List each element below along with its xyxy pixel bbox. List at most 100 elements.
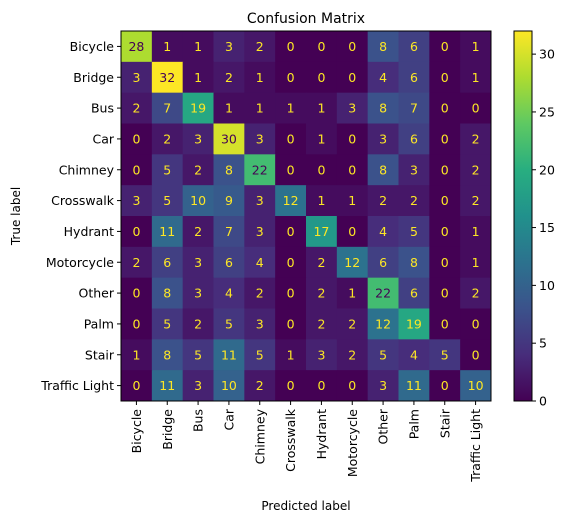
cell-value-label: 3 bbox=[132, 193, 140, 208]
cell-value-label: 0 bbox=[441, 193, 449, 208]
x-tick-label: Car bbox=[221, 408, 236, 430]
y-tick-label: Palm bbox=[84, 316, 114, 331]
cell-value-label: 6 bbox=[410, 131, 418, 146]
y-tick-label: Traffic Light bbox=[40, 378, 114, 393]
cell-value-label: 2 bbox=[194, 162, 202, 177]
cell-value-label: 5 bbox=[163, 162, 171, 177]
cell-value-label: 0 bbox=[348, 39, 356, 54]
cell-value-label: 0 bbox=[472, 347, 480, 362]
colorbar-tick-label: 25 bbox=[539, 104, 555, 119]
y-tick-label: Car bbox=[92, 131, 114, 146]
cell-value-label: 0 bbox=[472, 316, 480, 331]
cell-value-label: 4 bbox=[379, 70, 387, 85]
cell-value-label: 0 bbox=[132, 224, 140, 239]
cell-value-label: 0 bbox=[317, 70, 325, 85]
cell-value-label: 0 bbox=[441, 224, 449, 239]
cell-value-label: 1 bbox=[317, 193, 325, 208]
cell-value-label: 1 bbox=[194, 39, 202, 54]
x-tick-label: Palm bbox=[406, 409, 421, 439]
cell-value-label: 3 bbox=[194, 131, 202, 146]
cell-value-label: 0 bbox=[287, 131, 295, 146]
cell-value-label: 2 bbox=[317, 316, 325, 331]
cell-value-label: 1 bbox=[287, 347, 295, 362]
cell-value-label: 3 bbox=[379, 378, 387, 393]
cell-value-label: 0 bbox=[317, 39, 325, 54]
x-tick-label: Chimney bbox=[252, 408, 267, 464]
cell-value-label: 1 bbox=[348, 286, 356, 301]
y-axis-ticks: BicycleBridgeBusCarChimneyCrosswalkHydra… bbox=[40, 39, 121, 393]
cell-value-label: 0 bbox=[287, 39, 295, 54]
cell-value-label: 0 bbox=[317, 378, 325, 393]
cell-value-label: 7 bbox=[410, 101, 418, 116]
cell-value-label: 0 bbox=[441, 286, 449, 301]
cell-value-label: 10 bbox=[190, 193, 206, 208]
cell-value-label: 6 bbox=[410, 39, 418, 54]
cell-value-label: 5 bbox=[441, 347, 449, 362]
cell-value-label: 0 bbox=[348, 224, 356, 239]
cell-value-label: 5 bbox=[379, 347, 387, 362]
cell-value-label: 6 bbox=[225, 255, 233, 270]
x-axis-label: Predicted label bbox=[261, 499, 350, 513]
chart-title: Confusion Matrix bbox=[247, 11, 365, 27]
cell-value-label: 1 bbox=[256, 101, 264, 116]
cell-value-label: 2 bbox=[472, 131, 480, 146]
cell-value-label: 5 bbox=[225, 316, 233, 331]
cell-value-label: 1 bbox=[225, 101, 233, 116]
cell-value-label: 2 bbox=[348, 347, 356, 362]
x-tick-label: Bus bbox=[191, 409, 206, 432]
cell-value-label: 8 bbox=[379, 162, 387, 177]
cell-value-label: 2 bbox=[194, 316, 202, 331]
cell-value-label: 2 bbox=[472, 162, 480, 177]
cell-value-label: 19 bbox=[406, 316, 422, 331]
y-tick-label: Stair bbox=[85, 347, 115, 362]
cell-value-label: 0 bbox=[132, 286, 140, 301]
x-tick-label: Motorcycle bbox=[345, 409, 360, 477]
cell-value-label: 2 bbox=[225, 70, 233, 85]
cell-value-label: 6 bbox=[410, 286, 418, 301]
colorbar-tick-label: 15 bbox=[539, 220, 555, 235]
cell-value-label: 3 bbox=[225, 39, 233, 54]
cell-value-label: 7 bbox=[225, 224, 233, 239]
cell-value-label: 3 bbox=[194, 286, 202, 301]
cell-value-label: 5 bbox=[194, 347, 202, 362]
cell-value-label: 12 bbox=[283, 193, 299, 208]
cell-value-label: 32 bbox=[159, 70, 175, 85]
cell-value-label: 0 bbox=[441, 255, 449, 270]
cell-value-label: 17 bbox=[313, 224, 329, 239]
cell-value-label: 2 bbox=[317, 255, 325, 270]
cell-value-label: 22 bbox=[252, 162, 268, 177]
cell-value-label: 6 bbox=[379, 255, 387, 270]
cell-value-label: 0 bbox=[348, 162, 356, 177]
colorbar-tick-label: 20 bbox=[539, 162, 555, 177]
cell-value-label: 7 bbox=[163, 101, 171, 116]
cell-value-label: 5 bbox=[410, 224, 418, 239]
cell-value-label: 8 bbox=[225, 162, 233, 177]
cell-value-label: 11 bbox=[159, 378, 175, 393]
cell-value-label: 0 bbox=[441, 101, 449, 116]
cell-value-label: 9 bbox=[225, 193, 233, 208]
cell-value-label: 0 bbox=[132, 162, 140, 177]
cell-value-label: 2 bbox=[472, 286, 480, 301]
cell-value-label: 0 bbox=[287, 162, 295, 177]
cell-value-label: 12 bbox=[375, 316, 391, 331]
cell-value-label: 10 bbox=[221, 378, 237, 393]
cell-value-label: 0 bbox=[472, 101, 480, 116]
cell-value-label: 0 bbox=[348, 131, 356, 146]
colorbar-tick-label: 0 bbox=[539, 394, 547, 409]
cell-value-label: 1 bbox=[132, 347, 140, 362]
cell-value-label: 1 bbox=[194, 70, 202, 85]
cell-value-label: 2 bbox=[379, 193, 387, 208]
cell-value-label: 11 bbox=[406, 378, 422, 393]
colorbar-ticks: 051015202530 bbox=[532, 47, 555, 409]
cell-value-label: 8 bbox=[163, 286, 171, 301]
cell-value-label: 3 bbox=[132, 70, 140, 85]
y-tick-label: Other bbox=[79, 286, 115, 301]
cell-value-label: 0 bbox=[287, 316, 295, 331]
cell-value-label: 0 bbox=[132, 316, 140, 331]
cell-value-label: 2 bbox=[256, 39, 264, 54]
colorbar-tick-label: 30 bbox=[539, 47, 555, 62]
cell-value-label: 1 bbox=[472, 39, 480, 54]
cell-value-label: 22 bbox=[375, 286, 391, 301]
y-tick-label: Hydrant bbox=[64, 224, 114, 239]
cell-value-label: 3 bbox=[410, 162, 418, 177]
